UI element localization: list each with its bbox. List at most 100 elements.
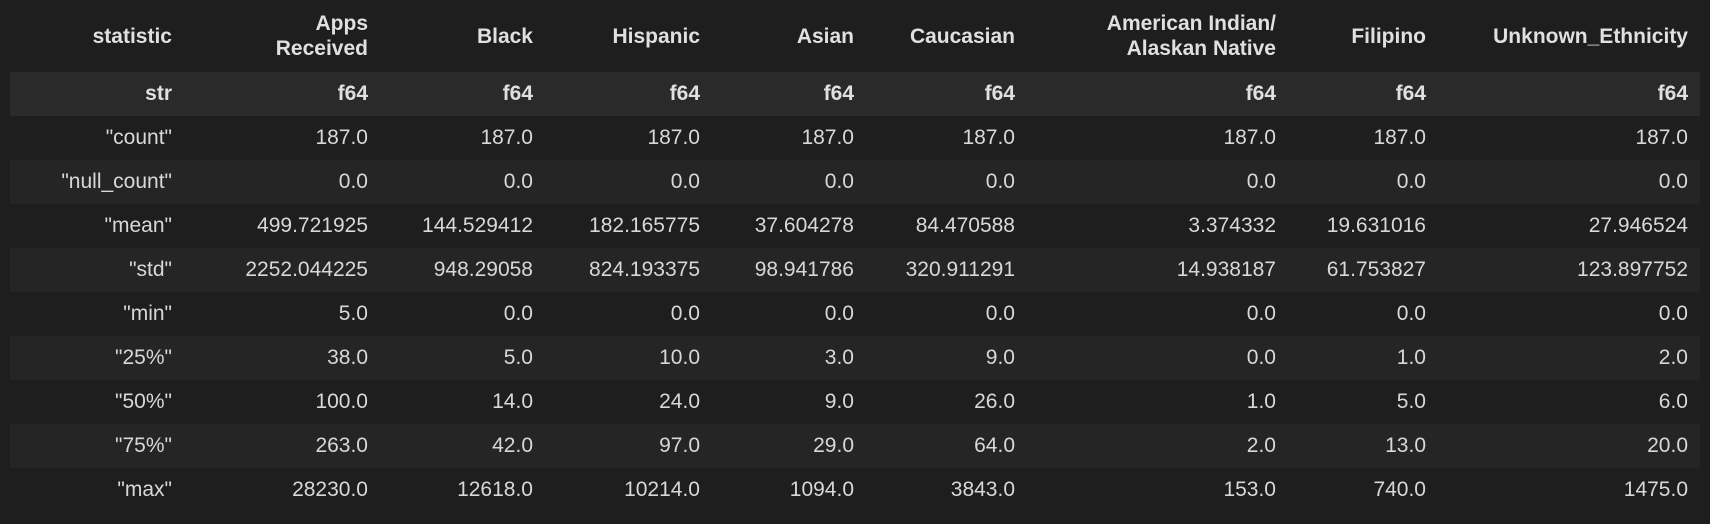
dtype-cell: f64 (380, 72, 545, 116)
table-cell: 1094.0 (712, 468, 866, 512)
table-cell: 948.29058 (380, 248, 545, 292)
column-header-line: American Indian/ (1106, 12, 1276, 35)
table-cell: 499.721925 (184, 204, 380, 248)
table-cell: 0.0 (1027, 336, 1288, 380)
column-names-row: statistic Apps Received Black Hispanic As… (10, 0, 1700, 72)
dtype-cell: f64 (545, 72, 712, 116)
table-cell: 123.897752 (1438, 248, 1700, 292)
table-row: "count" 187.0 187.0 187.0 187.0 187.0 18… (10, 116, 1700, 160)
table-cell: 3.374332 (1027, 204, 1288, 248)
table-cell: 26.0 (866, 380, 1027, 424)
table-body: "count" 187.0 187.0 187.0 187.0 187.0 18… (10, 116, 1700, 512)
table-cell: 5.0 (184, 292, 380, 336)
table-cell: 3843.0 (866, 468, 1027, 512)
table-cell: 187.0 (184, 116, 380, 160)
table-row: "max" 28230.0 12618.0 10214.0 1094.0 384… (10, 468, 1700, 512)
column-header-line: Apps (315, 12, 369, 35)
table-cell: 0.0 (380, 292, 545, 336)
column-header: Apps Received (184, 0, 380, 72)
table-cell: 0.0 (1288, 160, 1438, 204)
table-cell: 9.0 (712, 380, 866, 424)
table-cell: 0.0 (545, 292, 712, 336)
table-cell: "count" (10, 116, 184, 160)
table-cell: 0.0 (1288, 292, 1438, 336)
dtype-cell: f64 (866, 72, 1027, 116)
column-header-line: statistic (92, 24, 172, 48)
table-cell: 29.0 (712, 424, 866, 468)
table-cell: 5.0 (380, 336, 545, 380)
dtype-cell: f64 (712, 72, 866, 116)
table-cell: "std" (10, 248, 184, 292)
describe-table: statistic Apps Received Black Hispanic As… (10, 0, 1700, 512)
table-cell: 14.0 (380, 380, 545, 424)
table-cell: 187.0 (1027, 116, 1288, 160)
table-cell: 10214.0 (545, 468, 712, 512)
table-row: "min" 5.0 0.0 0.0 0.0 0.0 0.0 0.0 0.0 (10, 292, 1700, 336)
table-cell: 19.631016 (1288, 204, 1438, 248)
table-cell: 98.941786 (712, 248, 866, 292)
table-cell: "25%" (10, 336, 184, 380)
table-cell: 2.0 (1027, 424, 1288, 468)
table-cell: 0.0 (545, 160, 712, 204)
column-dtypes-row: str f64 f64 f64 f64 f64 f64 f64 f64 (10, 72, 1700, 116)
table-cell: 187.0 (712, 116, 866, 160)
table-cell: 187.0 (1288, 116, 1438, 160)
table-cell: 9.0 (866, 336, 1027, 380)
table-row: "75%" 263.0 42.0 97.0 29.0 64.0 2.0 13.0… (10, 424, 1700, 468)
table-cell: 24.0 (545, 380, 712, 424)
table-row: "std" 2252.044225 948.29058 824.193375 9… (10, 248, 1700, 292)
table-cell: 0.0 (1027, 292, 1288, 336)
table-cell: 84.470588 (866, 204, 1027, 248)
dtype-cell: f64 (1288, 72, 1438, 116)
table-cell: 20.0 (1438, 424, 1700, 468)
table-cell: 0.0 (866, 292, 1027, 336)
column-header-line: Black (476, 24, 533, 48)
column-header-line: Filipino (1351, 24, 1426, 48)
table-cell: 0.0 (380, 160, 545, 204)
table-cell: 0.0 (712, 160, 866, 204)
column-header: Hispanic (545, 0, 712, 72)
table-cell: 5.0 (1288, 380, 1438, 424)
table-cell: 824.193375 (545, 248, 712, 292)
table-cell: 28230.0 (184, 468, 380, 512)
column-header: statistic (10, 0, 184, 72)
column-header: Black (380, 0, 545, 72)
dtype-cell: f64 (1027, 72, 1288, 116)
table-cell: 0.0 (866, 160, 1027, 204)
dtype-cell: str (10, 72, 184, 116)
table-cell: 153.0 (1027, 468, 1288, 512)
table-cell: 6.0 (1438, 380, 1700, 424)
table-cell: 1.0 (1288, 336, 1438, 380)
column-header: Unknown_Ethnicity (1438, 0, 1700, 72)
dtype-cell: f64 (1438, 72, 1700, 116)
column-header: Asian (712, 0, 866, 72)
column-header-line: Received (275, 37, 368, 60)
table-cell: "min" (10, 292, 184, 336)
table-cell: 2252.044225 (184, 248, 380, 292)
table-row: "50%" 100.0 14.0 24.0 9.0 26.0 1.0 5.0 6… (10, 380, 1700, 424)
table-cell: 10.0 (545, 336, 712, 380)
table-cell: 1.0 (1027, 380, 1288, 424)
table-cell: 144.529412 (380, 204, 545, 248)
table-cell: 14.938187 (1027, 248, 1288, 292)
table-cell: 100.0 (184, 380, 380, 424)
table-cell: 27.946524 (1438, 204, 1700, 248)
column-header-line: Caucasian (909, 24, 1015, 48)
table-cell: 0.0 (1438, 160, 1700, 204)
table-cell: 37.604278 (712, 204, 866, 248)
table-row: "null_count" 0.0 0.0 0.0 0.0 0.0 0.0 0.0… (10, 160, 1700, 204)
table-cell: "null_count" (10, 160, 184, 204)
table-cell: 0.0 (184, 160, 380, 204)
column-header: American Indian/Alaskan Native (1027, 0, 1288, 72)
table-row: "mean" 499.721925 144.529412 182.165775 … (10, 204, 1700, 248)
table-cell: 38.0 (184, 336, 380, 380)
table-cell: 263.0 (184, 424, 380, 468)
table-cell: 0.0 (1027, 160, 1288, 204)
column-header-line: Unknown_Ethnicity (1493, 24, 1688, 48)
table-cell: "50%" (10, 380, 184, 424)
table-cell: 97.0 (545, 424, 712, 468)
table-cell: 13.0 (1288, 424, 1438, 468)
table-cell: 740.0 (1288, 468, 1438, 512)
table-cell: 12618.0 (380, 468, 545, 512)
table-cell: 187.0 (380, 116, 545, 160)
